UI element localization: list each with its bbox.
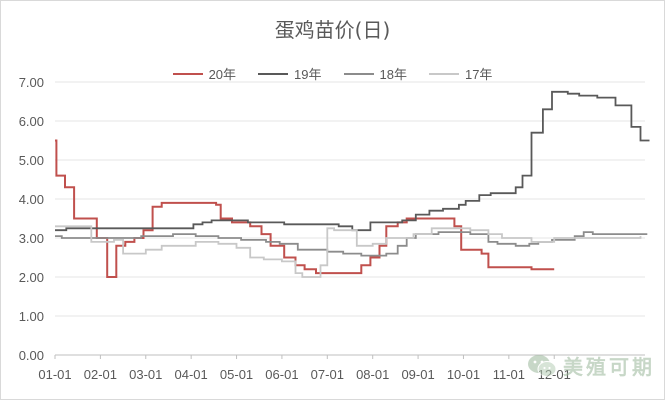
gridlines: [55, 81, 645, 356]
legend-swatch-17: [428, 72, 459, 75]
legend-item-20: 20年: [172, 64, 237, 83]
legend-item-18: 18年: [343, 64, 407, 83]
legend-swatch-18: [343, 72, 374, 75]
series-line-18年: [55, 231, 648, 257]
wechat-icon: [528, 354, 557, 377]
legend-swatch-19: [258, 72, 289, 75]
series-line-17年: [55, 225, 642, 278]
y-tick-label: 5.00: [19, 153, 44, 168]
legend-label-20: 20年: [208, 67, 237, 82]
x-tick-label: 05-01: [220, 367, 253, 382]
legend-label-19: 19年: [294, 67, 322, 82]
series-line-19年: [55, 90, 650, 232]
y-tick-label: 6.00: [19, 114, 44, 129]
legend-label-17: 17年: [464, 67, 493, 82]
y-tick-label: 3.00: [19, 231, 44, 246]
x-tick-label: 02-01: [84, 367, 117, 382]
legend-label-18: 18年: [379, 67, 407, 82]
y-tick-label: 7.00: [19, 75, 44, 90]
series-lines: [55, 90, 650, 278]
chart-title: 蛋鸡苗价(日): [274, 18, 391, 42]
x-axis: 01-01 02-01 03-01 04-01 05-01 06-01 07-01 08-01…: [38, 355, 571, 382]
y-tick-label: 4.00: [19, 192, 44, 207]
legend-item-17: 17年: [428, 64, 493, 83]
y-tick-label: 0.00: [19, 348, 44, 363]
chart-legend: 20年 19年 18年 17年: [0, 64, 665, 83]
x-tick-label: 04-01: [175, 367, 208, 382]
x-tick-label: 08-01: [356, 367, 389, 382]
x-tick-label: 09-01: [401, 367, 434, 382]
x-tick-label: 01-01: [38, 367, 71, 382]
x-tick-label: 11-01: [493, 367, 525, 382]
x-tick-label: 03-01: [129, 367, 162, 382]
legend-swatch-20: [172, 72, 203, 75]
watermark-text: 美殖可期: [563, 355, 655, 379]
series-line-20年: [55, 139, 555, 278]
y-tick-label: 1.00: [19, 309, 44, 324]
x-tick-label: 06-01: [265, 367, 298, 382]
legend-item-19: 19年: [258, 64, 322, 83]
y-axis: 0.00 1.00 2.00 3.00 4.00 5.00 6.00 7.00: [19, 75, 44, 363]
watermark: 美殖可期: [527, 351, 655, 380]
y-tick-label: 2.00: [19, 270, 44, 285]
x-tick-label: 07-01: [311, 367, 344, 382]
x-tick-label: 10-01: [447, 367, 480, 382]
